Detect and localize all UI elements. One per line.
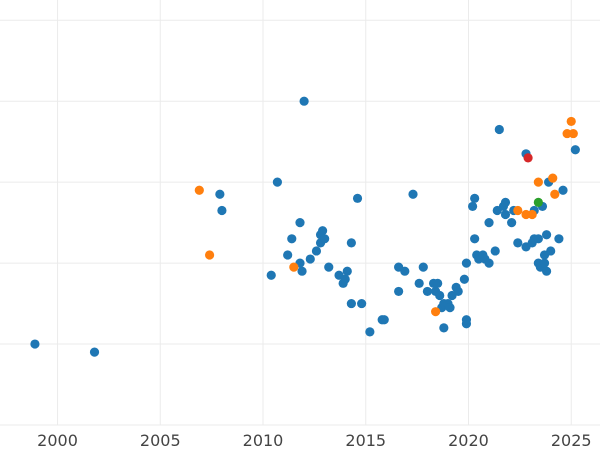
- x-tick-label: 2015: [345, 431, 386, 450]
- data-point-blue: [89, 347, 100, 357]
- data-point-blue: [558, 185, 568, 195]
- data-point-orange: [550, 189, 560, 199]
- data-point-blue: [533, 234, 543, 244]
- data-point-blue: [541, 266, 552, 276]
- data-point-blue: [352, 193, 363, 203]
- data-point-blue: [459, 274, 469, 284]
- data-point-blue: [490, 246, 500, 256]
- data-point-blue: [299, 96, 309, 106]
- data-point-blue: [342, 266, 352, 276]
- data-point-blue: [357, 298, 367, 309]
- data-point-blue: [318, 226, 328, 236]
- data-point-blue: [295, 218, 305, 228]
- data-point-blue: [507, 218, 517, 228]
- data-point-blue: [500, 209, 511, 220]
- data-point-orange: [513, 205, 523, 216]
- x-axis-ticks: 2000 2005 2010 2015 2020 2025: [37, 431, 591, 450]
- data-point-blue: [394, 286, 404, 297]
- data-point-blue: [287, 234, 297, 244]
- x-tick-label: 2005: [140, 431, 181, 450]
- data-point-blue: [346, 238, 356, 248]
- data-point-blue: [484, 218, 494, 228]
- data-point-blue: [320, 234, 330, 244]
- data-point-orange: [289, 262, 299, 272]
- data-point-blue: [433, 278, 443, 288]
- data-point-blue: [435, 290, 445, 301]
- data-point-blue: [554, 234, 564, 244]
- x-tick-label: 2000: [37, 431, 78, 450]
- data-point-blue: [461, 315, 472, 325]
- data-point-orange: [548, 173, 558, 183]
- data-point-blue: [439, 323, 449, 333]
- data-point-blue: [470, 234, 480, 244]
- data-point-orange: [431, 307, 441, 317]
- x-tick-label: 2020: [448, 431, 489, 450]
- data-point-blue: [470, 193, 480, 203]
- data-point-blue: [311, 246, 322, 256]
- data-point-orange: [568, 128, 578, 139]
- data-point-blue: [445, 303, 455, 313]
- data-point-blue: [453, 286, 463, 297]
- data-point-blue: [570, 145, 580, 155]
- data-point-blue: [408, 189, 418, 199]
- data-point-blue: [484, 258, 494, 268]
- data-point-blue: [217, 205, 227, 216]
- data-points: [30, 96, 580, 357]
- data-point-blue: [414, 278, 424, 288]
- data-point-orange: [204, 250, 215, 260]
- data-point-blue: [546, 246, 556, 256]
- data-point-orange: [566, 116, 576, 127]
- data-point-blue: [346, 298, 356, 309]
- x-tick-label: 2010: [243, 431, 284, 450]
- data-point-blue: [541, 230, 552, 240]
- data-point-blue: [283, 250, 293, 260]
- data-point-blue: [422, 286, 432, 297]
- data-point-blue: [365, 327, 375, 337]
- data-point-orange: [194, 185, 204, 195]
- data-point-blue: [379, 315, 389, 325]
- data-point-blue: [297, 266, 307, 276]
- data-point-blue: [494, 124, 504, 135]
- data-point-blue: [215, 189, 225, 199]
- data-point-blue: [513, 238, 523, 248]
- data-point-blue: [418, 262, 428, 272]
- x-tick-label: 2025: [551, 431, 592, 450]
- data-point-blue: [400, 266, 410, 276]
- data-point-red: [523, 153, 533, 163]
- data-point-green: [533, 197, 543, 207]
- data-point-blue: [461, 258, 472, 268]
- data-point-blue: [272, 177, 282, 187]
- data-point-blue: [500, 197, 511, 207]
- data-point-orange: [533, 177, 543, 187]
- data-point-orange: [527, 209, 537, 220]
- data-point-blue: [30, 339, 40, 349]
- data-point-blue: [539, 258, 550, 268]
- data-point-blue: [305, 254, 315, 264]
- data-point-blue: [266, 270, 276, 280]
- data-point-blue: [324, 262, 334, 272]
- data-point-blue: [340, 274, 350, 284]
- data-point-blue: [468, 201, 478, 212]
